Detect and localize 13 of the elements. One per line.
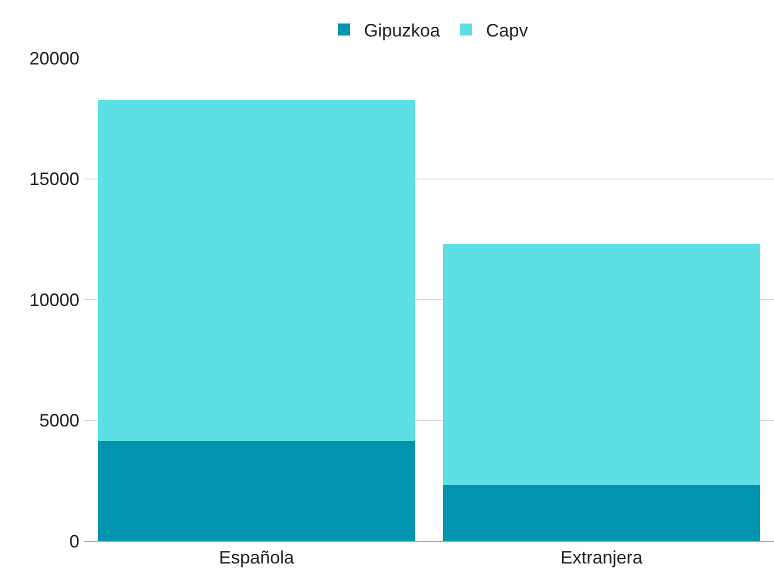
bar [442, 484, 760, 541]
y-tick-label: 20000 [29, 48, 80, 68]
x-tick-label: Española [218, 548, 296, 568]
y-tick-label: 15000 [29, 169, 80, 190]
bar [98, 100, 416, 442]
legend-label: Gipuzkoa [364, 20, 442, 41]
y-tick-label: 10000 [29, 290, 80, 310]
bar [98, 441, 416, 541]
y-tick-label: 5000 [39, 410, 80, 431]
legend-label: Capv [486, 20, 528, 41]
y-tick-label: 0 [69, 531, 80, 552]
x-tick-label: Extranjera [560, 548, 644, 568]
bar [442, 244, 760, 485]
